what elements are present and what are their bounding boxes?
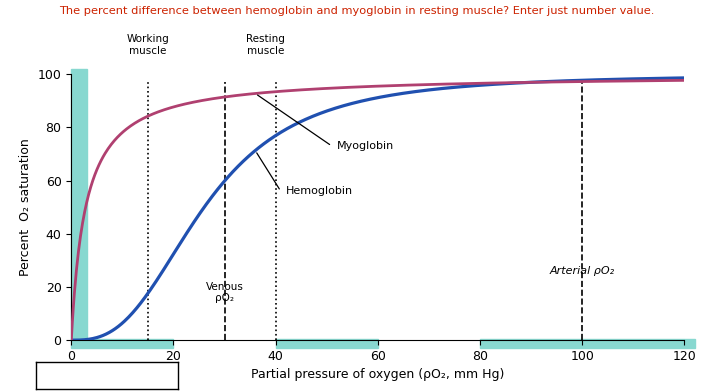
Text: Hemoglobin: Hemoglobin — [286, 186, 353, 196]
Bar — [71, 69, 86, 340]
Y-axis label: Percent  O₂ saturation: Percent O₂ saturation — [19, 138, 32, 276]
X-axis label: Partial pressure of oxygen (ρO₂, mm Hg): Partial pressure of oxygen (ρO₂, mm Hg) — [251, 368, 505, 382]
Text: The percent difference between hemoglobin and myoglobin in resting muscle? Enter: The percent difference between hemoglobi… — [58, 6, 655, 16]
Text: Venous
ρO₂: Venous ρO₂ — [205, 282, 244, 303]
Text: Myoglobin: Myoglobin — [337, 141, 394, 151]
Bar — [71, 339, 173, 348]
Text: Working
muscle: Working muscle — [127, 34, 169, 56]
Text: Resting
muscle: Resting muscle — [246, 34, 285, 56]
Bar — [276, 339, 378, 348]
Text: Arterial ρO₂: Arterial ρO₂ — [550, 266, 615, 276]
Bar — [480, 339, 694, 348]
